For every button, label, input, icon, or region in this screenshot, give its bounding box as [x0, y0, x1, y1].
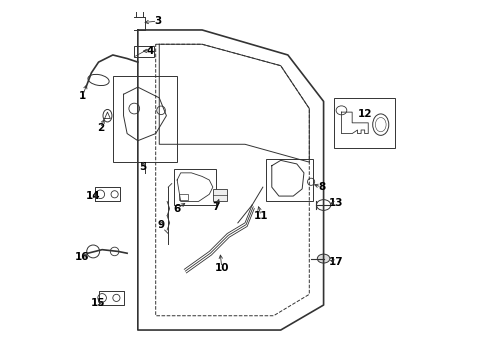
Text: 4: 4: [147, 46, 154, 56]
Bar: [113, 76, 177, 162]
Bar: [213, 189, 227, 202]
Text: 5: 5: [140, 162, 147, 172]
Text: 11: 11: [254, 211, 269, 221]
Text: 10: 10: [215, 262, 229, 273]
Text: 17: 17: [329, 257, 343, 267]
Bar: [179, 194, 188, 200]
Bar: [267, 158, 313, 202]
Text: 9: 9: [157, 220, 165, 230]
Text: 15: 15: [91, 298, 105, 308]
Ellipse shape: [318, 254, 330, 263]
Text: 13: 13: [329, 198, 343, 208]
Text: 8: 8: [318, 182, 325, 192]
Text: 1: 1: [79, 91, 86, 101]
Bar: [173, 169, 217, 205]
Text: 6: 6: [173, 203, 181, 213]
Text: 2: 2: [97, 123, 104, 133]
Text: 12: 12: [357, 109, 372, 119]
Text: 3: 3: [154, 16, 161, 26]
Bar: [134, 46, 154, 57]
Bar: [334, 98, 395, 148]
Text: 14: 14: [86, 191, 100, 201]
Text: 7: 7: [213, 202, 220, 212]
Text: 16: 16: [75, 252, 90, 262]
